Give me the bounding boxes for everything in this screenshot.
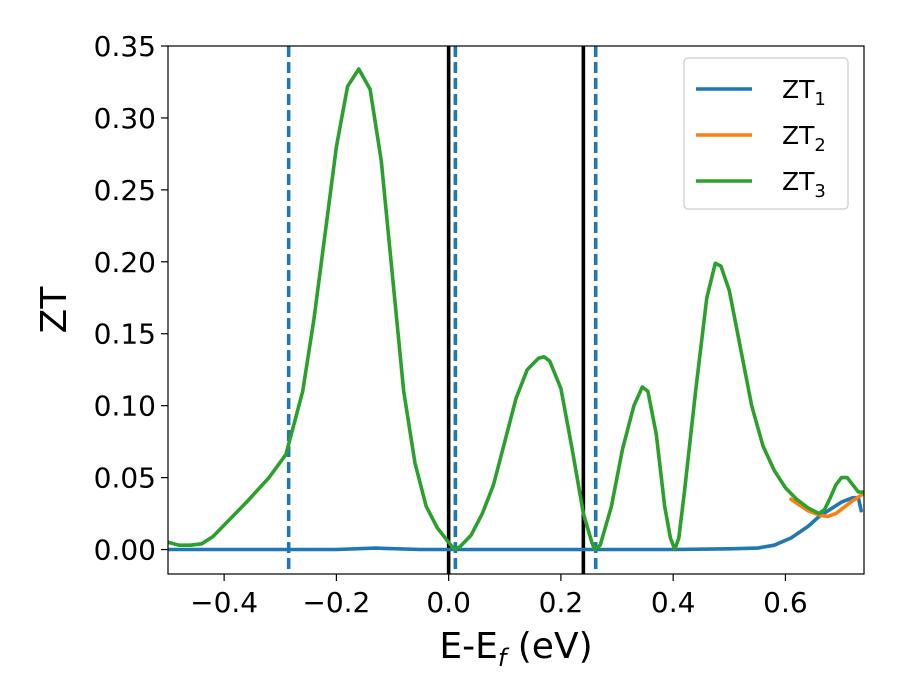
series-line-zt3 — [168, 67, 864, 552]
axes-frame — [167, 45, 865, 575]
legend-box — [683, 57, 849, 210]
x-axis-label: E-Ef (eV) — [439, 626, 592, 672]
y-tick-label: 0.05 — [94, 462, 156, 495]
y-tick-label: 0.10 — [94, 390, 156, 423]
y-tick-label: 0.15 — [94, 318, 156, 351]
y-ticks: 0.00 0.05 0.10 0.15 0.20 0.25 0.30 0.35 — [94, 30, 168, 567]
y-tick-label: 0.20 — [94, 246, 156, 279]
x-tick-label: 0.6 — [763, 586, 808, 619]
y-tick-label: 0.00 — [94, 534, 156, 567]
vertical-lines — [286, 46, 598, 574]
x-tick-label: 0.0 — [426, 586, 471, 619]
x-tick-label: 0.4 — [651, 586, 696, 619]
y-axis-label: ZT — [34, 286, 75, 334]
legend: ZT1 ZT2 ZT3 — [683, 57, 849, 210]
y-tick-label: 0.30 — [94, 102, 156, 135]
series-line-zt2 — [789, 491, 864, 519]
x-ticks: −0.4 −0.2 0.0 0.2 0.4 0.6 — [190, 574, 808, 619]
series-line-zt1 — [168, 495, 863, 552]
series-lines — [168, 67, 864, 552]
legend-label-zt1: ZT1 — [782, 75, 826, 110]
legend-label-zt2: ZT2 — [782, 121, 826, 156]
y-tick-label: 0.35 — [94, 30, 156, 63]
legend-label-zt3: ZT3 — [782, 167, 826, 202]
x-tick-label: −0.2 — [302, 586, 370, 619]
y-tick-label: 0.25 — [94, 174, 156, 207]
x-tick-label: −0.4 — [190, 586, 258, 619]
x-tick-label: 0.2 — [539, 586, 584, 619]
